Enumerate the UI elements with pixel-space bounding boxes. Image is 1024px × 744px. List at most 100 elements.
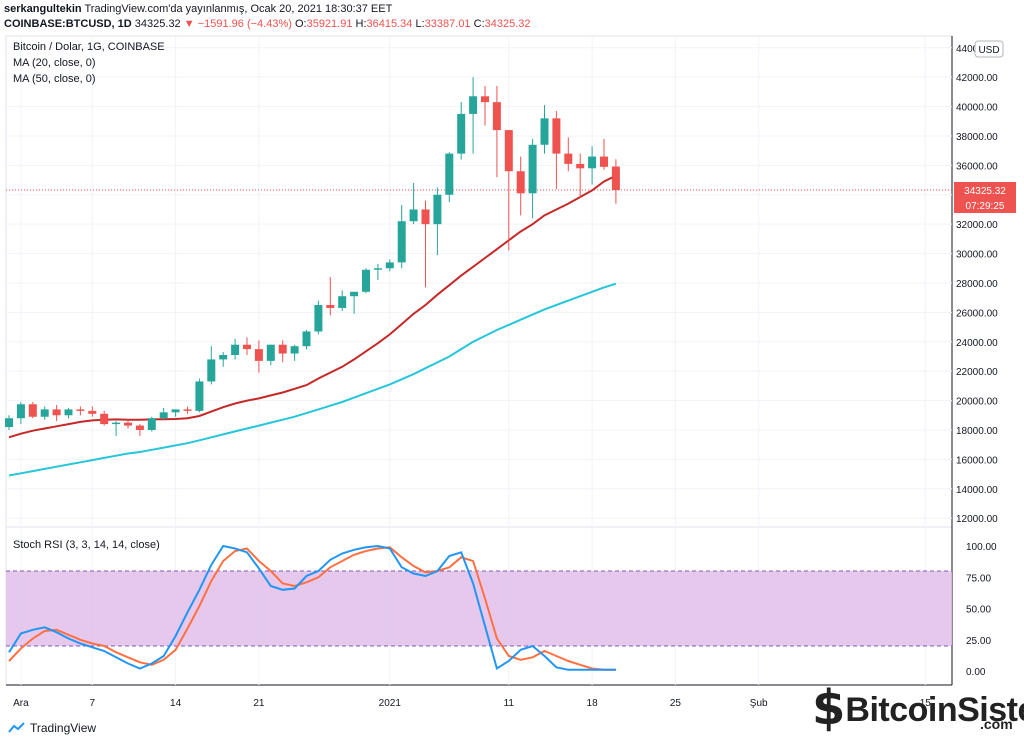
candle [516,156,525,216]
candle [195,378,204,413]
y-tick-label: 14000.00 [956,485,998,496]
candle [504,130,513,251]
candle-body [338,296,347,308]
author-name[interactable]: serkangultekin [4,3,82,15]
stoch-k-line [8,544,616,671]
x-tick-label: 15 [920,698,932,709]
currency-label: USD [978,45,999,56]
x-tick-label: Şub [750,698,768,709]
candle-body [409,209,418,222]
chart-header: serkangultekin TradingView.com'da yayınl… [4,2,1014,32]
publish-line: serkangultekin TradingView.com'da yayınl… [4,2,1014,17]
candle-body [243,344,251,350]
y-tick-label: 38000.00 [956,132,998,143]
watermark-brand: BitcoinSistemi [845,691,1024,729]
x-tick-label: 21 [253,698,265,709]
stoch-band [6,571,952,646]
symbol-label: COINBASE:BTCUSD, 1D [4,18,132,30]
candle [147,416,156,432]
candle-body [266,344,275,361]
x-tick-label: 14 [170,698,182,709]
candle-body [362,269,370,292]
candle-body [207,359,216,382]
candle [159,407,168,420]
stoch-tick-label: 100.00 [966,542,997,553]
candle [576,153,585,198]
y-tick-label: 22000.00 [956,367,998,378]
candle-body [397,221,406,263]
candle-body [516,171,525,194]
candle-body [588,156,597,169]
candle [326,277,335,316]
candle-body [492,102,501,131]
y-tick-label: 20000.00 [956,397,998,408]
candle [445,152,454,203]
candle-body [135,425,144,430]
candle-body [469,96,478,114]
candle [207,346,216,385]
stoch-tick-label: 50.00 [966,605,991,616]
candle [314,300,323,335]
candle [290,344,299,361]
candle [469,77,478,154]
candle-body [421,209,430,225]
candle-body [52,409,61,416]
stoch-tick-label: 0.00 [966,667,986,678]
candle-body [314,305,323,332]
legend-title: Bitcoin / Dolar, 1G, COINBASE [13,41,165,53]
y-tick-label: 16000.00 [956,455,998,466]
candle [64,407,73,419]
tradingview-logo-icon [8,722,25,733]
last-price: 34325.32 [134,18,181,30]
candle [5,415,13,430]
candle-body [373,268,382,270]
candle-body [576,163,585,169]
down-arrow-icon: ▼ [183,18,195,30]
candle-body [326,305,335,308]
stoch-tick-label: 75.00 [966,573,991,584]
candle-body [28,404,37,417]
candle [397,205,406,269]
candle-body [290,346,299,354]
candle-body [231,344,240,356]
candle [350,291,359,314]
candle-body [5,418,13,428]
candle-body [16,404,25,419]
candle [481,85,489,126]
candle [219,352,228,367]
ma20-line [8,174,617,439]
tradingview-footer[interactable]: TradingView [8,721,96,735]
candle [421,200,430,288]
price-pane-frame [5,35,953,528]
countdown-badge [954,197,1016,213]
candle [385,259,394,272]
y-tick-label: 36000.00 [956,161,998,172]
tradingview-label: TradingView [30,721,97,735]
candle [373,263,382,281]
candle-body [445,153,454,195]
candle [40,406,49,420]
y-tick-label: 32000.00 [956,220,998,231]
candle [88,406,97,417]
candle-body [540,118,549,145]
candle [135,424,144,436]
candle [100,410,109,426]
candle-body [611,166,620,190]
candle [124,419,132,429]
y-tick-label: 26000.00 [956,308,998,319]
legend-ma50: MA (50, close, 0) [13,73,96,85]
candle [302,330,311,350]
x-tick-label: 25 [670,698,682,709]
watermark-suffix: .com [980,716,1013,732]
candle [254,340,263,373]
countdown-label: 07:29:25 [966,201,1005,212]
ma50-line [8,282,617,477]
high-value: 36415.34 [366,18,413,30]
candle-body [171,409,180,413]
candle [540,105,549,154]
stoch-tick-label: 25.00 [966,636,991,647]
y-tick-label: 40000.00 [956,103,998,114]
low-label: L: [415,18,425,30]
candle-body [40,409,49,417]
